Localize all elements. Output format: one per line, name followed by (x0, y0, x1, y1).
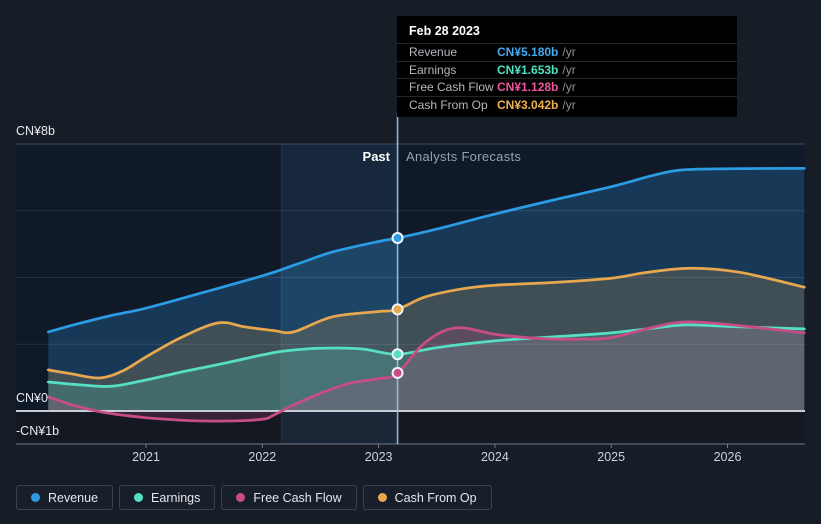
tooltip-row-earnings: Earnings CN¥1.653b/yr (397, 60, 737, 79)
x-tick-label-2022: 2022 (248, 450, 277, 464)
tooltip-row-suffix: /yr (562, 45, 576, 60)
x-tick-label-2024: 2024 (480, 450, 509, 464)
legend-item-cash-from-op[interactable]: Cash From Op (362, 485, 492, 510)
free-cash-flow-area (48, 321, 805, 422)
tooltip-row-suffix: /yr (562, 97, 576, 112)
tooltip-row-free-cash-flow: Free Cash Flow CN¥1.128b/yr (397, 78, 737, 96)
tooltip-row-cash-from-op: Cash From Op CN¥3.042b/yr (397, 95, 737, 114)
legend-color-dot-icon (236, 493, 246, 502)
revenue-marker[interactable] (391, 232, 404, 245)
past-year-highlight-band (281, 144, 398, 444)
y-axis-label-top: CN¥8b (16, 124, 55, 138)
cash-from-op-marker[interactable] (391, 303, 404, 316)
legend-color-dot-icon (31, 493, 40, 502)
legend-color-dot-icon (377, 493, 387, 502)
tooltip: Feb 28 2023 Revenue CN¥5.180b/yr Earnings C… (397, 16, 737, 117)
tooltip-row-value: CN¥5.180b (497, 45, 559, 60)
tooltip-row-value: CN¥1.653b (497, 62, 559, 77)
free-cash-flow-marker[interactable] (391, 366, 404, 379)
free-cash-flow-line (46, 320, 806, 423)
x-tick-label-2025: 2025 (597, 450, 626, 464)
cash-from-op-line (46, 266, 806, 380)
legend-item-free-cash-flow[interactable]: Free Cash Flow (221, 485, 357, 510)
tooltip-row-value: CN¥1.128b (497, 80, 559, 95)
y-axis-label-negative: -CN¥1b (16, 424, 60, 438)
tooltip-row-suffix: /yr (562, 62, 576, 77)
earnings-area (48, 324, 805, 411)
cash-from-op-area (48, 268, 805, 411)
revenue-line (46, 167, 806, 334)
x-tick-label-2026: 2026 (713, 450, 742, 464)
tooltip-row-label: Free Cash Flow (409, 80, 494, 95)
legend-item-label: Cash From Op (394, 490, 477, 505)
tooltip-row-revenue: Revenue CN¥5.180b/yr (397, 43, 737, 61)
tooltip-row-label: Earnings (409, 62, 457, 77)
tooltip-row-label: Revenue (409, 45, 458, 60)
legend-item-revenue[interactable]: Revenue (16, 485, 114, 510)
plot-background (16, 144, 805, 411)
tooltip-row-suffix: /yr (562, 80, 576, 95)
legend-item-label: Earnings (151, 490, 201, 505)
y-axis-label-zero: CN¥0 (16, 391, 48, 405)
tooltip-row-label: Cash From Op (409, 97, 488, 112)
legend-color-dot-icon (134, 493, 144, 502)
legend-item-label: Revenue (48, 490, 99, 505)
legend-item-earnings[interactable]: Earnings (119, 485, 216, 510)
forecast-section-label: Analysts Forecasts (406, 149, 522, 164)
tooltip-row-value: CN¥3.042b (497, 97, 559, 112)
past-section-label: Past (362, 149, 390, 164)
revenue-area (48, 168, 805, 411)
x-tick-label-2023: 2023 (364, 450, 393, 464)
legend-item-label: Free Cash Flow (253, 490, 342, 505)
earnings-marker[interactable] (391, 348, 404, 361)
x-tick-label-2021: 2021 (132, 450, 160, 464)
tooltip-date: Feb 28 2023 (409, 24, 480, 38)
legend: Revenue Earnings Free Cash Flow Cash From O… (16, 485, 492, 510)
